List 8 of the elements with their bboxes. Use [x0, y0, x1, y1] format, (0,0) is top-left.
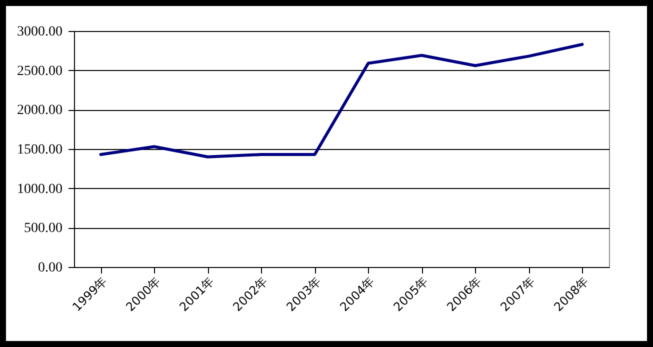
y-tick-label: 2500.00	[17, 64, 62, 79]
y-tick-label: 0.00	[38, 260, 62, 276]
y-tick-label: 1000.00	[17, 182, 62, 197]
line-series	[99, 42, 584, 158]
y-tick-label: 1500.00	[17, 142, 62, 158]
y-tick-label: 3000.00	[17, 24, 62, 40]
y-tick-label: 500.00	[24, 221, 62, 236]
y-tick-label: 2000.00	[17, 103, 62, 118]
